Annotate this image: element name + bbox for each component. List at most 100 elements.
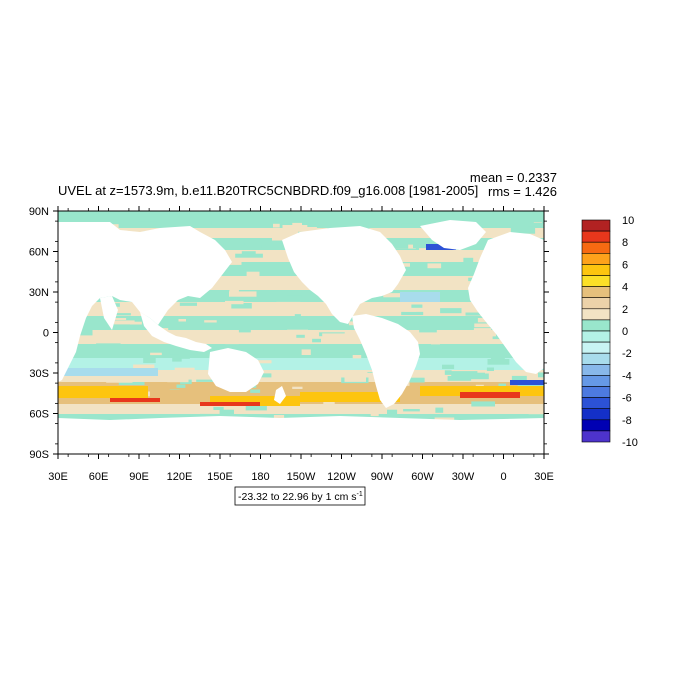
field-patch — [204, 320, 217, 323]
lon-tick-label: 120W — [327, 471, 356, 483]
field-patch — [465, 312, 482, 316]
colorbar-label: 4 — [622, 282, 628, 294]
colorbar: 10 8 6 4 2 0 -2 -4 -6 -8 -10 — [581, 215, 638, 449]
colorbar-swatch — [581, 230, 611, 243]
colorbar-swatch — [581, 264, 611, 276]
field-patch — [179, 302, 197, 306]
field-patch — [528, 409, 544, 415]
field-patch — [323, 401, 335, 405]
field-patch — [292, 386, 303, 389]
field-patch — [234, 345, 243, 350]
field-patch — [440, 308, 462, 314]
field-patch — [225, 338, 239, 345]
acc-band — [210, 396, 300, 406]
lat-tick-label: 30N — [29, 287, 49, 299]
colorbar-label: 0 — [622, 326, 628, 338]
field-patch — [444, 370, 452, 375]
field-patch — [474, 323, 498, 328]
colorbar-swatch — [581, 408, 611, 421]
field-patch — [434, 417, 455, 422]
colorbar-label: 6 — [622, 259, 628, 271]
range-box: -23.32 to 22.96 by 1 cm s-1 — [234, 486, 366, 506]
range-superscript: -1 — [356, 491, 362, 498]
lat-tick-label: 90N — [29, 206, 49, 218]
field-patch — [261, 244, 281, 249]
field-patch — [219, 409, 234, 416]
field-patch — [118, 382, 145, 386]
field-patch — [510, 227, 536, 234]
field-patch — [238, 328, 251, 333]
field-patch — [511, 375, 527, 381]
colorbar-label: -4 — [622, 370, 632, 382]
plot-title: UVEL at z=1573.9m, b.e11.B20TRC5CNBDRD.f… — [58, 183, 478, 198]
field-patch — [130, 317, 151, 322]
field-patch — [235, 253, 263, 258]
lon-tick-label: 30W — [452, 471, 475, 483]
field-patch — [426, 353, 436, 357]
lat-tick-label: 0 — [43, 328, 49, 340]
acc-band — [110, 398, 160, 402]
lat-tick-label: 30S — [29, 368, 49, 380]
field-patch — [498, 383, 506, 388]
colorbar-label: -10 — [622, 437, 638, 449]
field-patch — [402, 377, 425, 383]
mean-label: mean = 0.2337 — [470, 170, 557, 185]
field-patch — [294, 314, 301, 319]
field-patch — [229, 286, 239, 292]
range-text: -23.32 to 22.96 by 1 cm s — [238, 491, 356, 503]
field-patch — [327, 225, 341, 230]
field-patch — [133, 364, 155, 370]
field-patch — [463, 257, 474, 263]
lon-tick-label: 30E — [48, 471, 68, 483]
field-patch — [435, 407, 444, 413]
lon-tick-label: 90E — [129, 471, 149, 483]
lat-tick-label: 60S — [29, 409, 49, 421]
field-patch — [454, 335, 467, 341]
field-patch — [96, 343, 121, 350]
field-patch — [442, 364, 455, 369]
colorbar-swatch — [581, 219, 611, 232]
field-patch — [130, 321, 142, 325]
acc-band — [420, 386, 544, 396]
field-patch — [277, 371, 291, 377]
field-patch — [408, 301, 434, 307]
field-patch — [273, 223, 280, 228]
rms-label: rms = 1.426 — [488, 184, 557, 199]
field-patch — [231, 303, 252, 309]
south-atlantic-feature — [510, 380, 544, 385]
field-patch — [178, 319, 186, 322]
colorbar-label: 2 — [622, 304, 628, 316]
field-patch — [312, 338, 321, 343]
field-patch — [273, 415, 285, 419]
latitude-axis: 90N 60N 30N 0 30S 60S 90S — [29, 206, 549, 461]
field-patch — [473, 328, 492, 331]
field-patch — [230, 267, 244, 273]
colorbar-swatch — [581, 330, 611, 343]
field-patch — [451, 371, 478, 377]
colorbar-swatch — [581, 241, 611, 254]
field-patch — [114, 320, 135, 325]
dwbc-feature — [400, 292, 440, 302]
field-patch — [169, 348, 196, 355]
colorbar-swatch — [581, 363, 611, 376]
field-patch — [174, 367, 195, 372]
field-patch — [171, 332, 185, 335]
field-patch — [301, 349, 311, 355]
field-patch — [108, 313, 131, 316]
field-patch — [475, 384, 484, 387]
field-patch — [228, 260, 242, 265]
field-patch — [172, 357, 182, 362]
lat-tick-label: 60N — [29, 247, 49, 259]
field-patch — [179, 352, 190, 359]
field-patch — [401, 311, 424, 316]
lat-tick-label: 90S — [29, 449, 49, 461]
colorbar-swatch — [581, 253, 611, 265]
field-patch — [419, 247, 431, 253]
field-patch — [118, 224, 142, 227]
field-patch — [286, 295, 302, 298]
field-patch — [195, 221, 212, 226]
lon-tick-label: 120E — [167, 471, 193, 483]
field-patch — [322, 333, 349, 339]
field-patch — [300, 405, 322, 409]
field-patch — [111, 318, 127, 320]
